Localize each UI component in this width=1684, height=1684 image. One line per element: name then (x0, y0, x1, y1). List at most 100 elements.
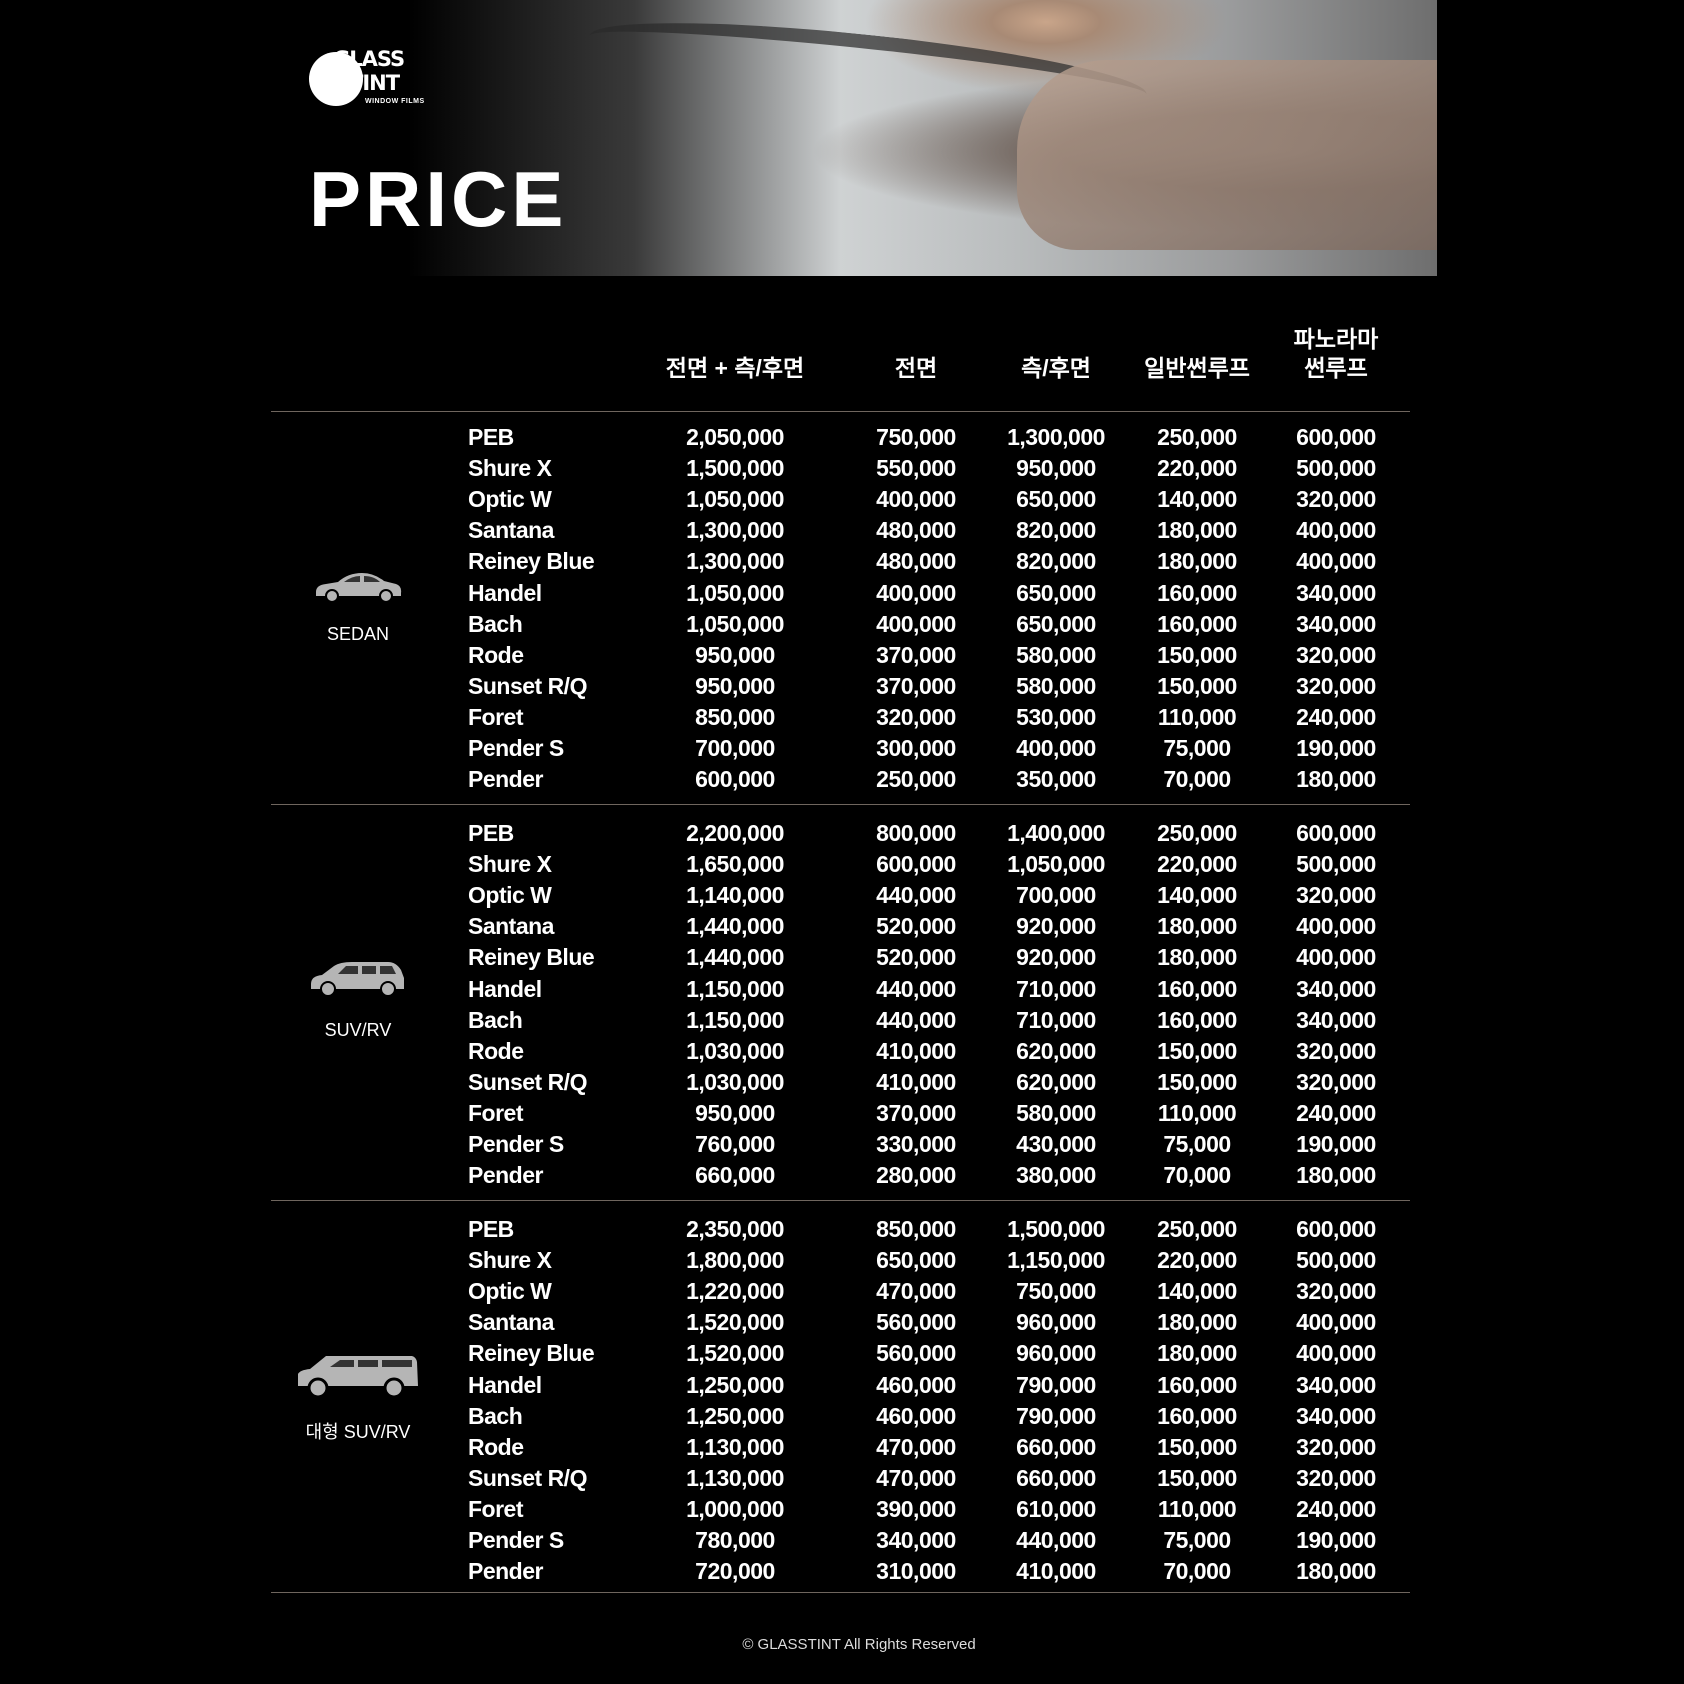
price-cell: 950,000 (695, 1099, 775, 1126)
price-cell: 220,000 (1157, 851, 1237, 878)
film-name: Pender (468, 766, 543, 793)
film-name: PEB (468, 820, 514, 846)
price-cell: 160,000 (1157, 1371, 1237, 1398)
price-cell: 180,000 (1157, 517, 1237, 544)
price-cell: 440,000 (876, 1006, 956, 1033)
film-name: Rode (468, 641, 524, 668)
col-header-full: 전면 + 측/후면 (665, 355, 805, 381)
price-cell: 390,000 (876, 1495, 956, 1522)
price-cell: 400,000 (1296, 913, 1376, 940)
price-cell: 430,000 (1016, 1131, 1096, 1157)
price-cell: 1,220,000 (686, 1278, 784, 1305)
film-name: Pender S (468, 1131, 564, 1157)
price-cell: 160,000 (1157, 1006, 1237, 1033)
price-cell: 460,000 (876, 1371, 956, 1398)
price-cell: 400,000 (1296, 548, 1376, 575)
price-cell: 340,000 (1296, 1402, 1376, 1429)
price-cell: 400,000 (876, 579, 956, 606)
price-cell: 1,300,000 (686, 517, 784, 544)
price-cell: 75,000 (1163, 1527, 1231, 1553)
price-cell: 1,050,000 (686, 486, 784, 513)
price-cell: 580,000 (1016, 672, 1096, 699)
price-cell: 600,000 (1296, 424, 1376, 450)
price-cell: 320,000 (876, 703, 956, 730)
price-cell: 710,000 (1016, 1006, 1096, 1033)
price-cell: 620,000 (1016, 1068, 1096, 1095)
price-cell: 250,000 (1157, 424, 1237, 450)
film-name: PEB (468, 1216, 514, 1242)
film-name: Rode (468, 1037, 524, 1064)
hero-image (408, 0, 1437, 276)
film-name: Sunset R/Q (468, 1068, 587, 1095)
price-cell: 400,000 (1296, 944, 1376, 971)
price-cell: 400,000 (876, 610, 956, 637)
price-cell: 320,000 (1296, 486, 1376, 513)
price-cell: 320,000 (1296, 1037, 1376, 1064)
price-cell: 180,000 (1296, 1162, 1376, 1189)
vehicle-type-label: 대형 SUV/RV (305, 1422, 411, 1442)
price-cell: 480,000 (876, 517, 956, 544)
price-cell: 320,000 (1296, 1464, 1376, 1491)
price-cell: 70,000 (1163, 1558, 1231, 1585)
film-name: Optic W (468, 486, 552, 513)
price-cell: 1,250,000 (686, 1402, 784, 1429)
suv-car-icon (308, 958, 408, 1003)
film-name: Bach (468, 1402, 523, 1429)
group-divider (271, 1592, 1410, 1593)
price-cell: 150,000 (1157, 1037, 1237, 1064)
film-name: Optic W (468, 1278, 552, 1305)
price-cell: 790,000 (1016, 1371, 1096, 1398)
price-cell: 470,000 (876, 1278, 956, 1305)
price-cell: 610,000 (1016, 1495, 1096, 1522)
price-cell: 250,000 (1157, 1216, 1237, 1242)
col-header-sunroof: 일반썬루프 (1144, 355, 1250, 381)
price-cell: 150,000 (1157, 1068, 1237, 1095)
price-cell: 920,000 (1016, 944, 1096, 971)
price-cell: 140,000 (1157, 486, 1237, 513)
price-cell: 560,000 (876, 1340, 956, 1367)
price-cell: 500,000 (1296, 1247, 1376, 1274)
price-cell: 530,000 (1016, 703, 1096, 730)
price-cell: 160,000 (1157, 1402, 1237, 1429)
price-cell: 75,000 (1163, 735, 1231, 761)
price-cell: 550,000 (876, 455, 956, 482)
price-cell: 600,000 (1296, 1216, 1376, 1242)
price-cell: 1,500,000 (1007, 1216, 1105, 1242)
vehicle-type-label: SEDAN (326, 624, 390, 644)
price-cell: 150,000 (1157, 641, 1237, 668)
price-cell: 140,000 (1157, 1278, 1237, 1305)
price-cell: 1,300,000 (686, 548, 784, 575)
price-cell: 340,000 (1296, 1371, 1376, 1398)
price-cell: 190,000 (1296, 1131, 1376, 1157)
price-cell: 400,000 (1016, 735, 1096, 761)
film-name: Shure X (468, 1247, 552, 1274)
price-cell: 110,000 (1157, 1099, 1237, 1126)
price-cell: 1,150,000 (686, 975, 784, 1002)
price-cell: 500,000 (1296, 851, 1376, 878)
film-name: Foret (468, 703, 524, 730)
film-name: Optic W (468, 882, 552, 909)
price-cell: 820,000 (1016, 517, 1096, 544)
col-header-panorama: 파노라마 썬루프 (1294, 325, 1379, 383)
price-cell: 700,000 (695, 735, 775, 761)
price-cell: 330,000 (876, 1131, 956, 1157)
price-cell: 340,000 (1296, 610, 1376, 637)
price-cell: 160,000 (1157, 579, 1237, 606)
price-cell: 720,000 (695, 1558, 775, 1585)
price-cell: 700,000 (1016, 882, 1096, 909)
price-cell: 440,000 (876, 975, 956, 1002)
price-cell: 150,000 (1157, 672, 1237, 699)
film-name: PEB (468, 424, 514, 450)
price-cell: 600,000 (876, 851, 956, 878)
price-cell: 520,000 (876, 944, 956, 971)
price-cell: 1,150,000 (686, 1006, 784, 1033)
price-cell: 1,440,000 (686, 944, 784, 971)
price-cell: 190,000 (1296, 1527, 1376, 1553)
price-cell: 1,520,000 (686, 1340, 784, 1367)
price-cell: 580,000 (1016, 641, 1096, 668)
glasstint-logo: GLASS TINT WINDOW FILMS (309, 48, 449, 112)
film-name: Handel (468, 1371, 542, 1398)
price-cell: 340,000 (1296, 975, 1376, 1002)
price-cell: 110,000 (1157, 703, 1237, 730)
price-cell: 780,000 (695, 1527, 775, 1553)
